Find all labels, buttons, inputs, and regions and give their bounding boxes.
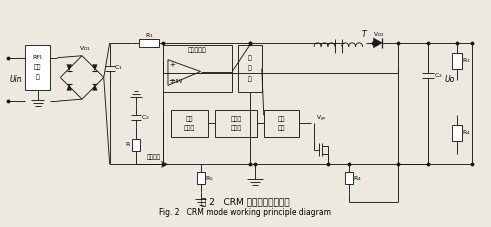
Polygon shape: [67, 84, 72, 90]
Text: R$_3$: R$_3$: [462, 56, 471, 65]
Text: V$_{D2}$: V$_{D2}$: [373, 30, 384, 39]
Bar: [139, 39, 159, 47]
Polygon shape: [92, 84, 97, 90]
Text: C$_2$: C$_2$: [141, 114, 150, 122]
Text: R: R: [125, 142, 130, 147]
Text: 电流比: 电流比: [230, 117, 242, 122]
Polygon shape: [92, 65, 97, 71]
Polygon shape: [374, 38, 382, 48]
Text: 稳: 稳: [248, 55, 252, 61]
Text: 控制: 控制: [278, 117, 285, 122]
Bar: [264, 110, 300, 137]
Text: 器: 器: [36, 75, 39, 80]
Bar: [163, 45, 232, 92]
Text: −: −: [168, 76, 175, 85]
Bar: [25, 45, 51, 90]
Text: 图 2   CRM 模式工作原理框图: 图 2 CRM 模式工作原理框图: [201, 197, 289, 206]
Text: RFI: RFI: [33, 55, 42, 60]
Bar: [196, 172, 205, 184]
Text: C$_2$: C$_2$: [434, 71, 443, 80]
Text: 2.5V: 2.5V: [170, 79, 183, 84]
Polygon shape: [67, 65, 72, 71]
Text: 流: 流: [248, 76, 252, 82]
Text: R$_4$: R$_4$: [462, 128, 471, 137]
Text: 较检测: 较检测: [230, 125, 242, 131]
Text: 逻辑: 逻辑: [278, 125, 285, 131]
Bar: [216, 110, 257, 137]
Text: 电: 电: [248, 66, 252, 71]
Bar: [238, 45, 262, 92]
Text: C$_1$: C$_1$: [114, 63, 123, 72]
Text: 滤波: 滤波: [34, 65, 41, 70]
Text: V$_{D1}$: V$_{D1}$: [79, 44, 91, 53]
Text: 交流输入: 交流输入: [147, 155, 161, 160]
Text: Uo: Uo: [444, 75, 455, 84]
Text: 误差放大器: 误差放大器: [188, 47, 207, 53]
Text: R$_5$: R$_5$: [205, 174, 214, 183]
Bar: [452, 125, 463, 141]
Bar: [133, 139, 140, 151]
Bar: [171, 110, 209, 137]
Text: Uin: Uin: [9, 75, 22, 84]
Text: +: +: [169, 62, 175, 68]
Text: R$_4$: R$_4$: [353, 174, 362, 183]
Text: 参考: 参考: [186, 117, 193, 122]
Text: Fig. 2   CRM mode working principle diagram: Fig. 2 CRM mode working principle diagra…: [159, 208, 331, 217]
Text: R$_1$: R$_1$: [145, 32, 154, 40]
Text: V$_{gs}$: V$_{gs}$: [316, 113, 327, 123]
Text: T: T: [361, 30, 366, 39]
Bar: [345, 172, 353, 184]
Bar: [452, 53, 463, 69]
Text: 乘注器: 乘注器: [184, 125, 195, 131]
